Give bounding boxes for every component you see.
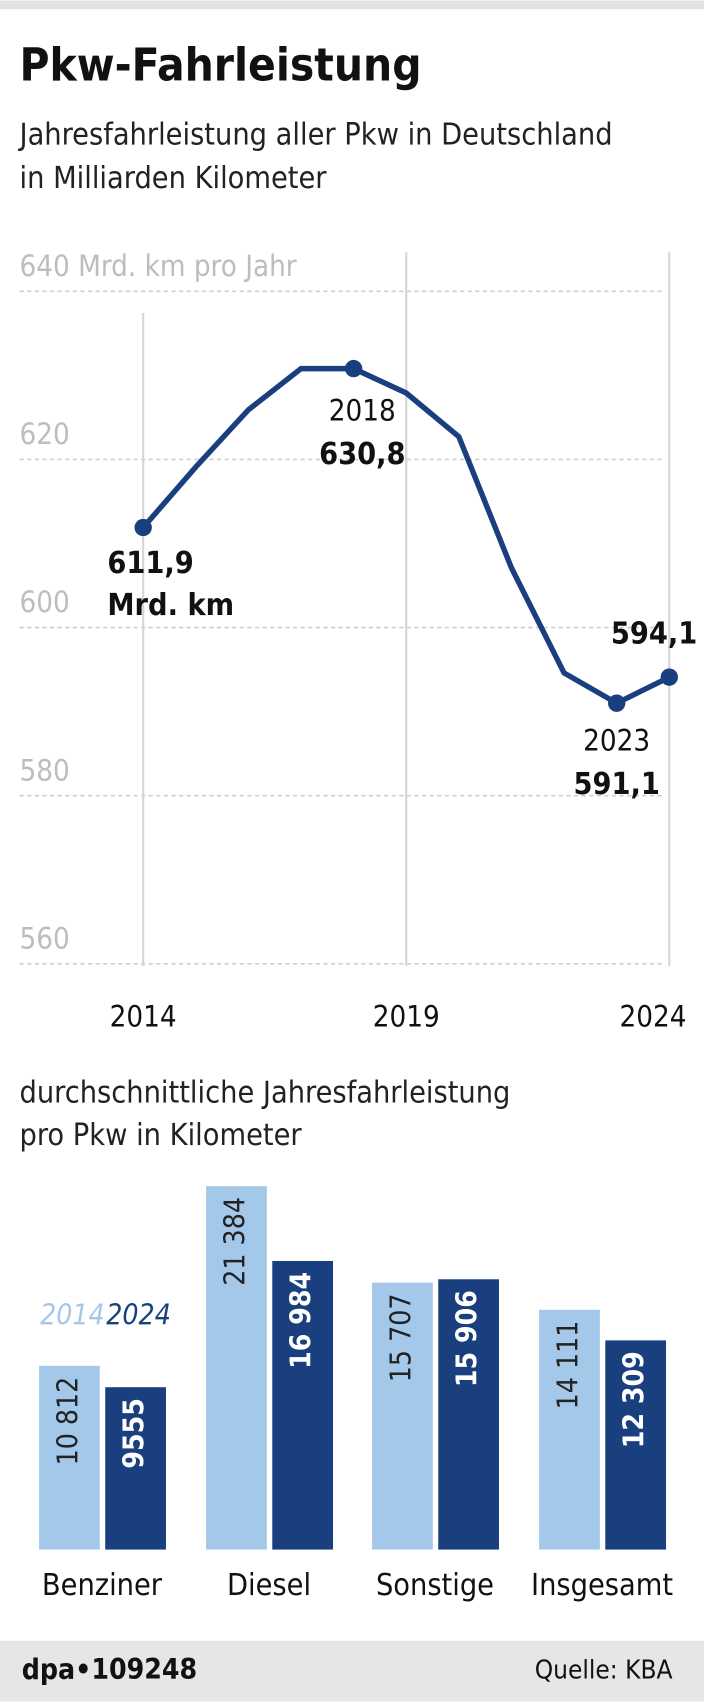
x-tick-label: Sonstige [376, 1568, 494, 1603]
point [344, 359, 363, 378]
subtitle: Jahresfahrleistung aller Pkw in Deutschl… [18, 118, 613, 153]
value-label: 16 984 [285, 1272, 318, 1369]
year-label: 2018 [329, 394, 396, 428]
y-tick-label: 600 [20, 585, 70, 619]
y-tick-label: 580 [20, 753, 70, 787]
value-label: 14 111 [551, 1321, 584, 1410]
top-strip [0, 0, 704, 10]
y-tick-label: 620 [20, 417, 70, 451]
bar [206, 1186, 267, 1550]
value-label: 630,8 [319, 437, 405, 472]
x-tick-label: Diesel [227, 1568, 311, 1603]
unit-label: Mrd. km [107, 588, 234, 623]
x-tick-label: Insgesamt [531, 1568, 673, 1603]
bar [438, 1279, 499, 1550]
bar [39, 1365, 100, 1550]
footer-source: Quelle: KBA [535, 1656, 673, 1686]
value-label: 10 812 [51, 1377, 84, 1466]
value-label: 594,1 [611, 616, 697, 651]
legend-label: 2024 [106, 1298, 171, 1331]
footer-bar [0, 1640, 704, 1702]
subtitle: in Milliarden Kilometer [20, 161, 328, 196]
point [134, 518, 152, 537]
footer-id: dpa•109248 [22, 1653, 198, 1686]
x-tick-label: 2019 [373, 1000, 440, 1034]
x-tick-label: 2014 [110, 1000, 177, 1034]
value-label: 15 906 [451, 1290, 484, 1387]
y-tick-label: 560 [20, 921, 70, 955]
value-label: 12 309 [618, 1351, 651, 1448]
value-label: 15 707 [384, 1294, 417, 1383]
x-tick-label: Benziner [42, 1568, 163, 1603]
subtitle: pro Pkw in Kilometer [20, 1118, 303, 1153]
value-label: 611,9 [107, 546, 193, 581]
year-label: 2023 [583, 724, 650, 758]
value-label: 21 384 [218, 1197, 251, 1286]
bar [372, 1282, 433, 1550]
y-tick-label: 640 Mrd. km pro Jahr [20, 249, 297, 283]
x-tick-label: 2024 [620, 1000, 687, 1034]
point [660, 668, 678, 686]
legend-label: 2014 [40, 1298, 105, 1331]
title: Pkw-Fahrleistung [20, 38, 422, 91]
value-label: 9555 [118, 1398, 151, 1469]
bar [272, 1260, 334, 1550]
point [608, 694, 626, 712]
bar [605, 1340, 667, 1550]
bar [105, 1387, 166, 1550]
value-label: 591,1 [573, 767, 659, 802]
subtitle: durchschnittliche Jahresfahrleistung [20, 1075, 511, 1110]
bar [539, 1309, 600, 1550]
line [141, 365, 671, 706]
